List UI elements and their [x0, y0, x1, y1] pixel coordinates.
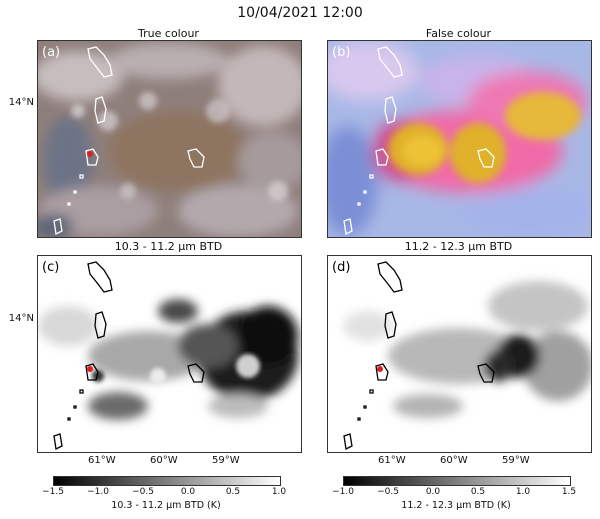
panel-btd-11-12: (d) — [327, 255, 592, 453]
panel-title-false-colour: False colour — [425, 27, 492, 40]
btd-image-c — [38, 256, 301, 452]
panel-false-colour: (b) — [327, 40, 592, 238]
true-colour-image — [38, 41, 301, 237]
panel-title-btd-2: 11.2 - 12.3 µm BTD — [404, 240, 513, 253]
colorbar-c-tick-5: 1.0 — [271, 487, 287, 497]
lon-tick-d-61: 61°W — [378, 455, 406, 466]
false-colour-image — [328, 41, 591, 237]
colorbar-c — [53, 476, 281, 486]
lon-tick-d-60: 60°W — [440, 455, 468, 466]
island-outlines-d — [343, 261, 495, 450]
panel-btd-10-11: (c) — [37, 255, 302, 453]
island-outlines-c — [53, 261, 205, 450]
panel-label-b: (b) — [332, 45, 351, 60]
volcano-marker-a — [87, 151, 93, 157]
btd-image-d — [328, 256, 591, 452]
island-outlines-b — [343, 46, 495, 235]
lon-tick-d-59: 59°W — [502, 455, 530, 466]
colorbar-d-tick-2: 0.0 — [425, 487, 441, 497]
lat-tick-a: 14°N — [8, 97, 34, 108]
panel-label-d: (d) — [332, 260, 351, 275]
colorbar-c-tick-2: −0.5 — [132, 487, 154, 497]
colorbar-c-label: 10.3 - 11.2 µm BTD (K) — [111, 500, 221, 511]
colorbar-c-tick-0: −1.5 — [42, 487, 64, 497]
panel-title-true-colour: True colour — [138, 27, 199, 40]
figure-datetime: 10/04/2021 12:00 — [237, 5, 363, 21]
panel-label-a: (a) — [42, 45, 61, 60]
colorbar-d-tick-1: −0.5 — [377, 487, 399, 497]
colorbar-c-tick-3: 0.0 — [180, 487, 196, 497]
panel-true-colour: (a) — [37, 40, 302, 238]
colorbar-d — [343, 476, 571, 486]
panel-title-btd-1: 10.3 - 11.2 µm BTD — [114, 240, 223, 253]
colorbar-d-tick-4: 1.0 — [515, 487, 531, 497]
colorbar-d-tick-3: 0.5 — [470, 487, 486, 497]
colorbar-c-tick-1: −1.0 — [87, 487, 109, 497]
lon-tick-c-61: 61°W — [88, 455, 116, 466]
colorbar-c-tick-4: 0.5 — [225, 487, 241, 497]
lon-tick-c-59: 59°W — [212, 455, 240, 466]
lat-tick-c: 14°N — [8, 313, 34, 324]
colorbar-d-tick-0: −1.0 — [332, 487, 354, 497]
island-outlines-a — [53, 46, 205, 235]
volcano-marker-c — [87, 366, 93, 372]
colorbar-d-tick-5: 1.5 — [561, 487, 577, 497]
colorbar-d-label: 11.2 - 12.3 µm BTD (K) — [401, 500, 511, 511]
lon-tick-c-60: 60°W — [150, 455, 178, 466]
volcano-marker-d — [377, 366, 383, 372]
panel-label-c: (c) — [42, 260, 60, 275]
